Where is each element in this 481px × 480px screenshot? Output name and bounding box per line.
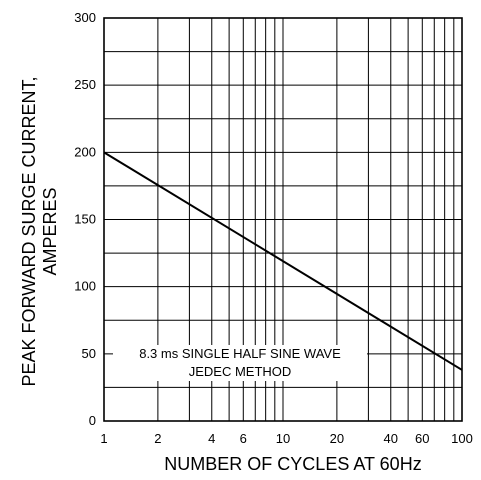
- annotation: 8.3 ms SINGLE HALF SINE WAVE JEDEC METHO…: [113, 345, 367, 381]
- y-tick-label: 300: [74, 10, 96, 25]
- x-tick-label: 1: [100, 431, 107, 446]
- y-tick-label: 150: [74, 212, 96, 227]
- x-tick-label: 100: [451, 431, 473, 446]
- series-line: [103, 151, 463, 371]
- y-axis-label-line-1: PEAK FORWARD SURGE CURRENT,: [19, 76, 39, 386]
- x-axis-label: NUMBER OF CYCLES AT 60Hz: [164, 454, 421, 474]
- grid: [103, 17, 463, 422]
- y-tick-label: 0: [89, 413, 96, 428]
- annotation-line-1: 8.3 ms SINGLE HALF SINE WAVE: [139, 346, 341, 361]
- x-tick-label: 40: [384, 431, 398, 446]
- y-tick-label: 200: [74, 144, 96, 159]
- annotation-background: [113, 345, 367, 381]
- x-tick-label: 6: [240, 431, 247, 446]
- y-tick-labels: 0 50 100 150 200 250 300: [74, 10, 96, 428]
- y-tick-label: 100: [74, 279, 96, 294]
- annotation-line-2: JEDEC METHOD: [189, 364, 292, 379]
- x-tick-labels: 1 2 4 6 10 20 40 60 100: [100, 431, 472, 446]
- x-tick-label: 4: [208, 431, 215, 446]
- x-tick-label: 10: [276, 431, 290, 446]
- y-tick-label: 250: [74, 77, 96, 92]
- x-tick-label: 20: [330, 431, 344, 446]
- y-axis-label-line-2: AMPERES: [40, 187, 60, 275]
- x-tick-label: 60: [415, 431, 429, 446]
- plot-frame: [103, 17, 463, 422]
- y-tick-label: 50: [82, 346, 96, 361]
- x-tick-label: 2: [154, 431, 161, 446]
- series-layer: [103, 151, 463, 371]
